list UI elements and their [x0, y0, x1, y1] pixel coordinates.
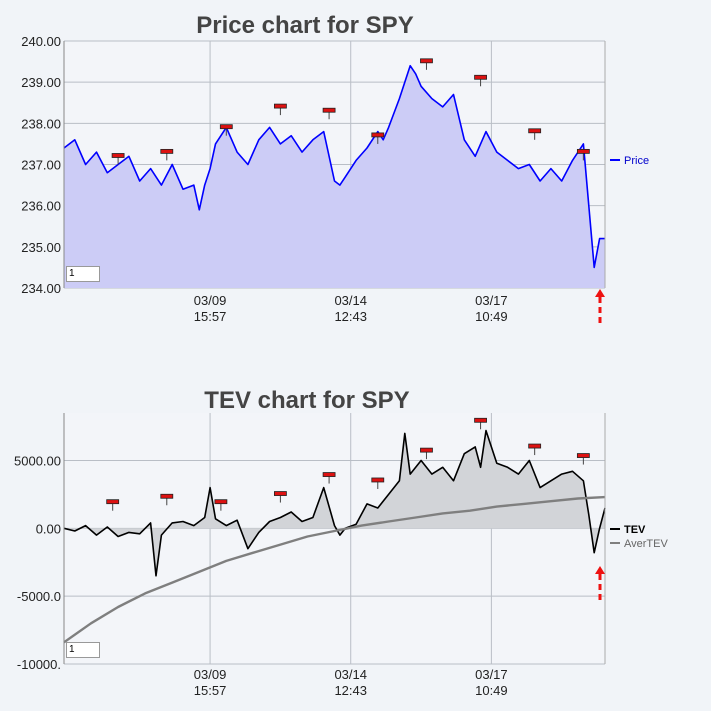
tev-chart-input[interactable]: 1	[66, 642, 100, 658]
price-marker-flag	[576, 148, 590, 154]
tev-marker-flag	[371, 477, 385, 483]
tev-marker-flag	[322, 472, 336, 477]
price-marker-flag	[160, 148, 174, 154]
price-marker-flag	[528, 128, 542, 134]
tev-legend-label: AverTEV	[624, 538, 668, 550]
tev-marker-flag	[576, 453, 590, 458]
price-x-tick-time: 10:49	[475, 309, 508, 324]
tev-marker-flag	[160, 493, 174, 499]
price-chart-input[interactable]: 1	[66, 266, 100, 282]
price-y-tick-label: 240.00	[21, 34, 61, 49]
price-y-tick-label: 235.00	[21, 240, 61, 255]
tev-series-area-tev	[64, 430, 605, 576]
tev-marker-flag	[528, 443, 542, 449]
tev-x-tick-time: 12:43	[334, 683, 367, 698]
tev-series-line-avertev	[63, 495, 606, 644]
price-marker-flag	[322, 107, 336, 113]
tev-alert-arrow-head	[595, 566, 605, 574]
tev-legend-label: TEV	[624, 524, 646, 536]
price-marker-flag	[111, 153, 125, 158]
tev-x-tick-date: 03/17	[475, 667, 508, 682]
tev-marker-flag	[420, 447, 433, 453]
tev-y-tick-label: 5000.00	[14, 453, 61, 468]
tev-series-line-tev	[63, 429, 606, 577]
price-x-tick-date: 03/09	[194, 293, 227, 308]
tev-y-tick-label: -5000.0	[17, 589, 61, 604]
price-y-tick-label: 237.00	[21, 158, 61, 173]
price-x-tick-date: 03/14	[334, 293, 367, 308]
tev-x-tick-date: 03/14	[334, 667, 367, 682]
price-marker-flag	[371, 132, 385, 138]
tev-marker-flag	[106, 499, 120, 505]
tev-y-tick-label: 0.00	[36, 521, 61, 536]
price-series-line-price	[63, 64, 605, 269]
price-x-tick-time: 15:57	[194, 309, 227, 324]
price-x-tick-date: 03/17	[475, 293, 508, 308]
price-y-tick-label: 236.00	[21, 199, 61, 214]
price-series-area-price	[64, 65, 605, 288]
tev-x-tick-time: 10:49	[475, 683, 508, 698]
price-y-tick-label: 238.00	[21, 116, 61, 131]
price-y-tick-label: 239.00	[21, 75, 61, 90]
tev-y-tick-label: -10000.	[17, 657, 61, 672]
price-x-tick-time: 12:43	[334, 309, 367, 324]
tev-marker-flag	[474, 417, 487, 423]
tev-chart-title: TEV chart for SPY	[204, 387, 409, 414]
tev-x-tick-date: 03/09	[194, 667, 227, 682]
tev-marker-flag	[214, 499, 228, 505]
price-chart-title: Price chart for SPY	[196, 12, 413, 39]
tev-marker-flag	[273, 491, 287, 496]
price-marker-flag	[273, 103, 287, 109]
tev-plot-area	[64, 413, 605, 664]
price-legend-label: Price	[624, 155, 649, 167]
price-marker-flag	[474, 74, 487, 80]
price-marker-flag	[219, 124, 233, 130]
tev-x-tick-time: 15:57	[194, 683, 227, 698]
price-y-tick-label: 234.00	[21, 281, 61, 296]
price-marker-flag	[420, 58, 433, 64]
price-alert-arrow-head	[595, 289, 605, 297]
price-chart: 240.00 239.00 238.00 237.00 236.00 235.00 234.…	[21, 34, 649, 327]
